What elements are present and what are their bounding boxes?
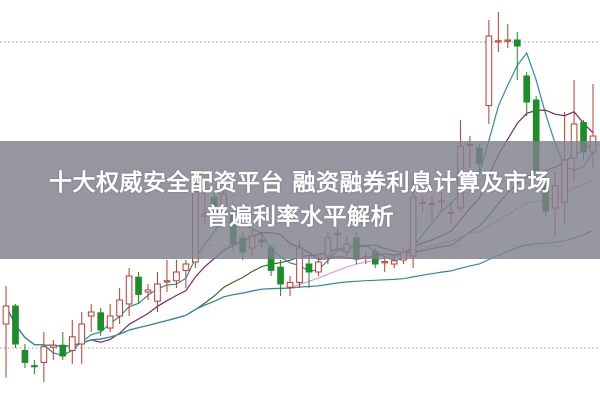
candle <box>12 304 19 348</box>
candle <box>31 360 38 374</box>
candle <box>315 256 322 276</box>
candle-body <box>523 75 531 103</box>
candle-body <box>286 281 294 288</box>
candle-body <box>163 280 171 283</box>
candle <box>68 320 76 364</box>
candle-body <box>381 261 389 264</box>
candle <box>125 268 133 316</box>
candle-body <box>40 346 48 363</box>
candle-body <box>87 311 95 317</box>
candle-body <box>135 276 142 295</box>
candle <box>144 284 152 300</box>
candle-body <box>494 40 502 43</box>
candle <box>305 256 313 288</box>
candle <box>286 276 294 296</box>
candle <box>21 344 29 368</box>
candle <box>182 260 190 288</box>
candle-body <box>59 344 67 357</box>
candle <box>106 304 114 332</box>
title-banner: 十大权威安全配资平台 融资融券利息计算及市场 普遍利率水平解析 <box>0 141 600 259</box>
candle-body <box>78 323 86 345</box>
candle-body <box>21 349 29 363</box>
candle-body <box>116 299 123 317</box>
candle-body <box>513 39 521 47</box>
candle-body <box>182 263 190 271</box>
candle <box>163 260 171 292</box>
candle <box>513 32 521 80</box>
candle <box>59 332 67 360</box>
candle-body <box>173 271 180 282</box>
candle-body <box>485 35 493 107</box>
candle <box>523 72 531 116</box>
title-line-1: 十大权威安全配资平台 融资融券利息计算及市场 <box>48 170 551 196</box>
candle <box>87 304 95 332</box>
candle-body <box>12 305 19 345</box>
candle-body <box>97 312 105 331</box>
candle-body <box>504 39 512 42</box>
candle <box>49 340 57 360</box>
candle <box>504 24 512 48</box>
candle-body <box>2 305 10 325</box>
candle <box>485 20 493 124</box>
candle <box>78 312 86 364</box>
candle-body <box>390 260 398 265</box>
candle-body <box>144 289 152 293</box>
candle-body <box>305 263 313 273</box>
candle-body <box>49 344 57 348</box>
candle-body <box>125 275 133 305</box>
candle <box>277 260 284 296</box>
candle <box>2 286 10 378</box>
candle-body <box>315 261 322 273</box>
candle <box>154 272 161 312</box>
candle <box>40 332 48 382</box>
candle <box>135 272 142 304</box>
candle-body <box>31 365 38 368</box>
candle <box>494 12 502 52</box>
candle <box>173 260 180 288</box>
title-line-2: 普遍利率水平解析 <box>206 204 394 230</box>
candle-body <box>106 315 114 329</box>
candle-body <box>277 266 284 285</box>
candle <box>97 308 105 336</box>
candle-body <box>68 336 76 351</box>
candle-body <box>154 283 161 302</box>
candle <box>116 288 123 324</box>
